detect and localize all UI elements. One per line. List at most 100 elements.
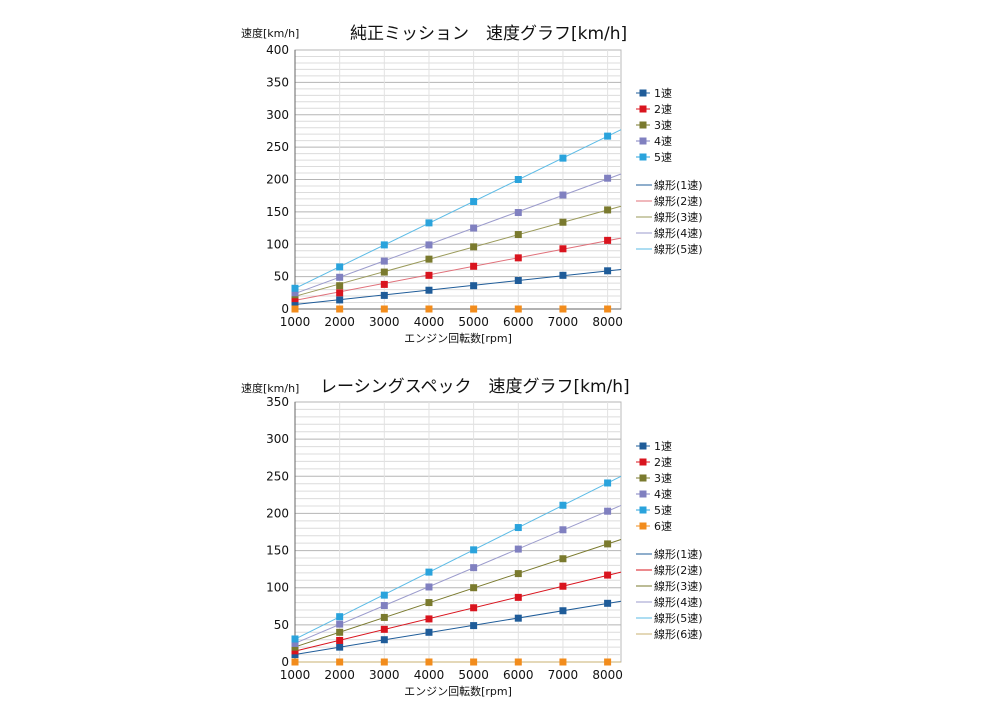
data-point xyxy=(470,584,478,592)
chart-title: 純正ミッション 速度グラフ[km/h] xyxy=(350,24,627,44)
data-point xyxy=(425,628,433,636)
data-point xyxy=(604,540,612,548)
data-point xyxy=(559,245,567,253)
data-point xyxy=(559,526,567,534)
y-tick-label: 300 xyxy=(266,108,289,122)
data-point xyxy=(291,289,299,297)
x-tick-label: 2000 xyxy=(324,315,355,329)
y-tick-label: 200 xyxy=(266,173,289,187)
trendline xyxy=(294,505,622,644)
x-axis-label: エンジン回転数[rpm] xyxy=(404,685,512,698)
y-tick-label: 300 xyxy=(266,432,289,446)
trendline xyxy=(294,173,622,295)
data-point xyxy=(380,305,388,313)
trendline xyxy=(294,475,622,640)
legend-label: 5速 xyxy=(654,151,672,164)
data-point xyxy=(425,658,433,666)
data-point xyxy=(425,583,433,591)
data-point xyxy=(470,224,478,232)
data-point xyxy=(604,571,612,579)
y-tick-label: 250 xyxy=(266,140,289,154)
trendline xyxy=(294,268,622,306)
data-point xyxy=(425,615,433,623)
legend-trend-label: 線形(1速) xyxy=(654,547,703,561)
data-point xyxy=(604,236,612,244)
data-point xyxy=(604,267,612,275)
data-point xyxy=(291,643,299,651)
data-point xyxy=(336,628,344,636)
y-tick-label: 250 xyxy=(266,469,289,483)
trendline xyxy=(294,205,622,297)
x-tick-label: 6000 xyxy=(503,668,534,682)
data-point xyxy=(291,635,299,643)
x-tick-label: 1000 xyxy=(280,315,311,329)
y-tick-label: 50 xyxy=(274,270,289,284)
x-tick-label: 7000 xyxy=(548,315,579,329)
data-point xyxy=(425,305,433,313)
data-point xyxy=(604,132,612,140)
data-point xyxy=(604,599,612,607)
legend-marker xyxy=(639,121,647,129)
data-point xyxy=(336,273,344,281)
legend-label: 4速 xyxy=(654,135,672,148)
data-point xyxy=(514,570,522,578)
data-point xyxy=(336,305,344,313)
data-point xyxy=(291,300,299,308)
data-point xyxy=(336,658,344,666)
x-tick-label: 6000 xyxy=(503,315,534,329)
y-tick-label: 200 xyxy=(266,506,289,520)
y-tick-label: 100 xyxy=(266,581,289,595)
data-point xyxy=(380,257,388,265)
data-point xyxy=(291,639,299,647)
y-tick-label: 350 xyxy=(266,395,289,409)
legend-trend-label: 線形(4速) xyxy=(654,226,703,240)
legend-marker xyxy=(639,458,647,466)
x-tick-label: 4000 xyxy=(414,315,445,329)
data-point xyxy=(380,291,388,299)
data-point xyxy=(380,658,388,666)
x-tick-label: 4000 xyxy=(414,668,445,682)
legend-label: 3速 xyxy=(654,119,672,132)
legend-marker xyxy=(639,474,647,482)
legend-label: 2速 xyxy=(654,103,672,116)
data-point xyxy=(380,636,388,644)
data-point xyxy=(470,262,478,270)
legend-label: 2速 xyxy=(654,456,672,469)
data-point xyxy=(514,305,522,313)
x-tick-label: 1000 xyxy=(280,668,311,682)
data-point xyxy=(425,219,433,227)
legend-trend-label: 線形(6速) xyxy=(654,627,703,641)
trendline xyxy=(294,237,622,301)
trendline xyxy=(294,571,622,652)
data-point xyxy=(470,604,478,612)
y-tick-label: 350 xyxy=(266,75,289,89)
x-tick-label: 8000 xyxy=(592,668,623,682)
y-axis-label: 速度[km/h] xyxy=(241,26,299,40)
x-tick-label: 8000 xyxy=(592,315,623,329)
y-tick-label: 100 xyxy=(266,237,289,251)
data-point xyxy=(336,620,344,628)
data-point xyxy=(470,622,478,630)
y-tick-label: 50 xyxy=(274,618,289,632)
data-point xyxy=(604,507,612,515)
x-tick-label: 7000 xyxy=(548,668,579,682)
data-point xyxy=(559,582,567,590)
data-point xyxy=(604,658,612,666)
data-point xyxy=(604,479,612,487)
data-point xyxy=(291,658,299,666)
legend-trend-label: 線形(2速) xyxy=(654,194,703,208)
data-point xyxy=(425,255,433,263)
x-axis-label: エンジン回転数[rpm] xyxy=(404,332,512,345)
data-point xyxy=(559,658,567,666)
data-point xyxy=(291,305,299,313)
data-point xyxy=(380,613,388,621)
legend-marker xyxy=(639,506,647,514)
data-point xyxy=(514,277,522,285)
data-point xyxy=(470,282,478,290)
data-point xyxy=(470,305,478,313)
data-point xyxy=(336,263,344,271)
data-point xyxy=(470,198,478,206)
data-point xyxy=(514,593,522,601)
data-point xyxy=(291,651,299,659)
